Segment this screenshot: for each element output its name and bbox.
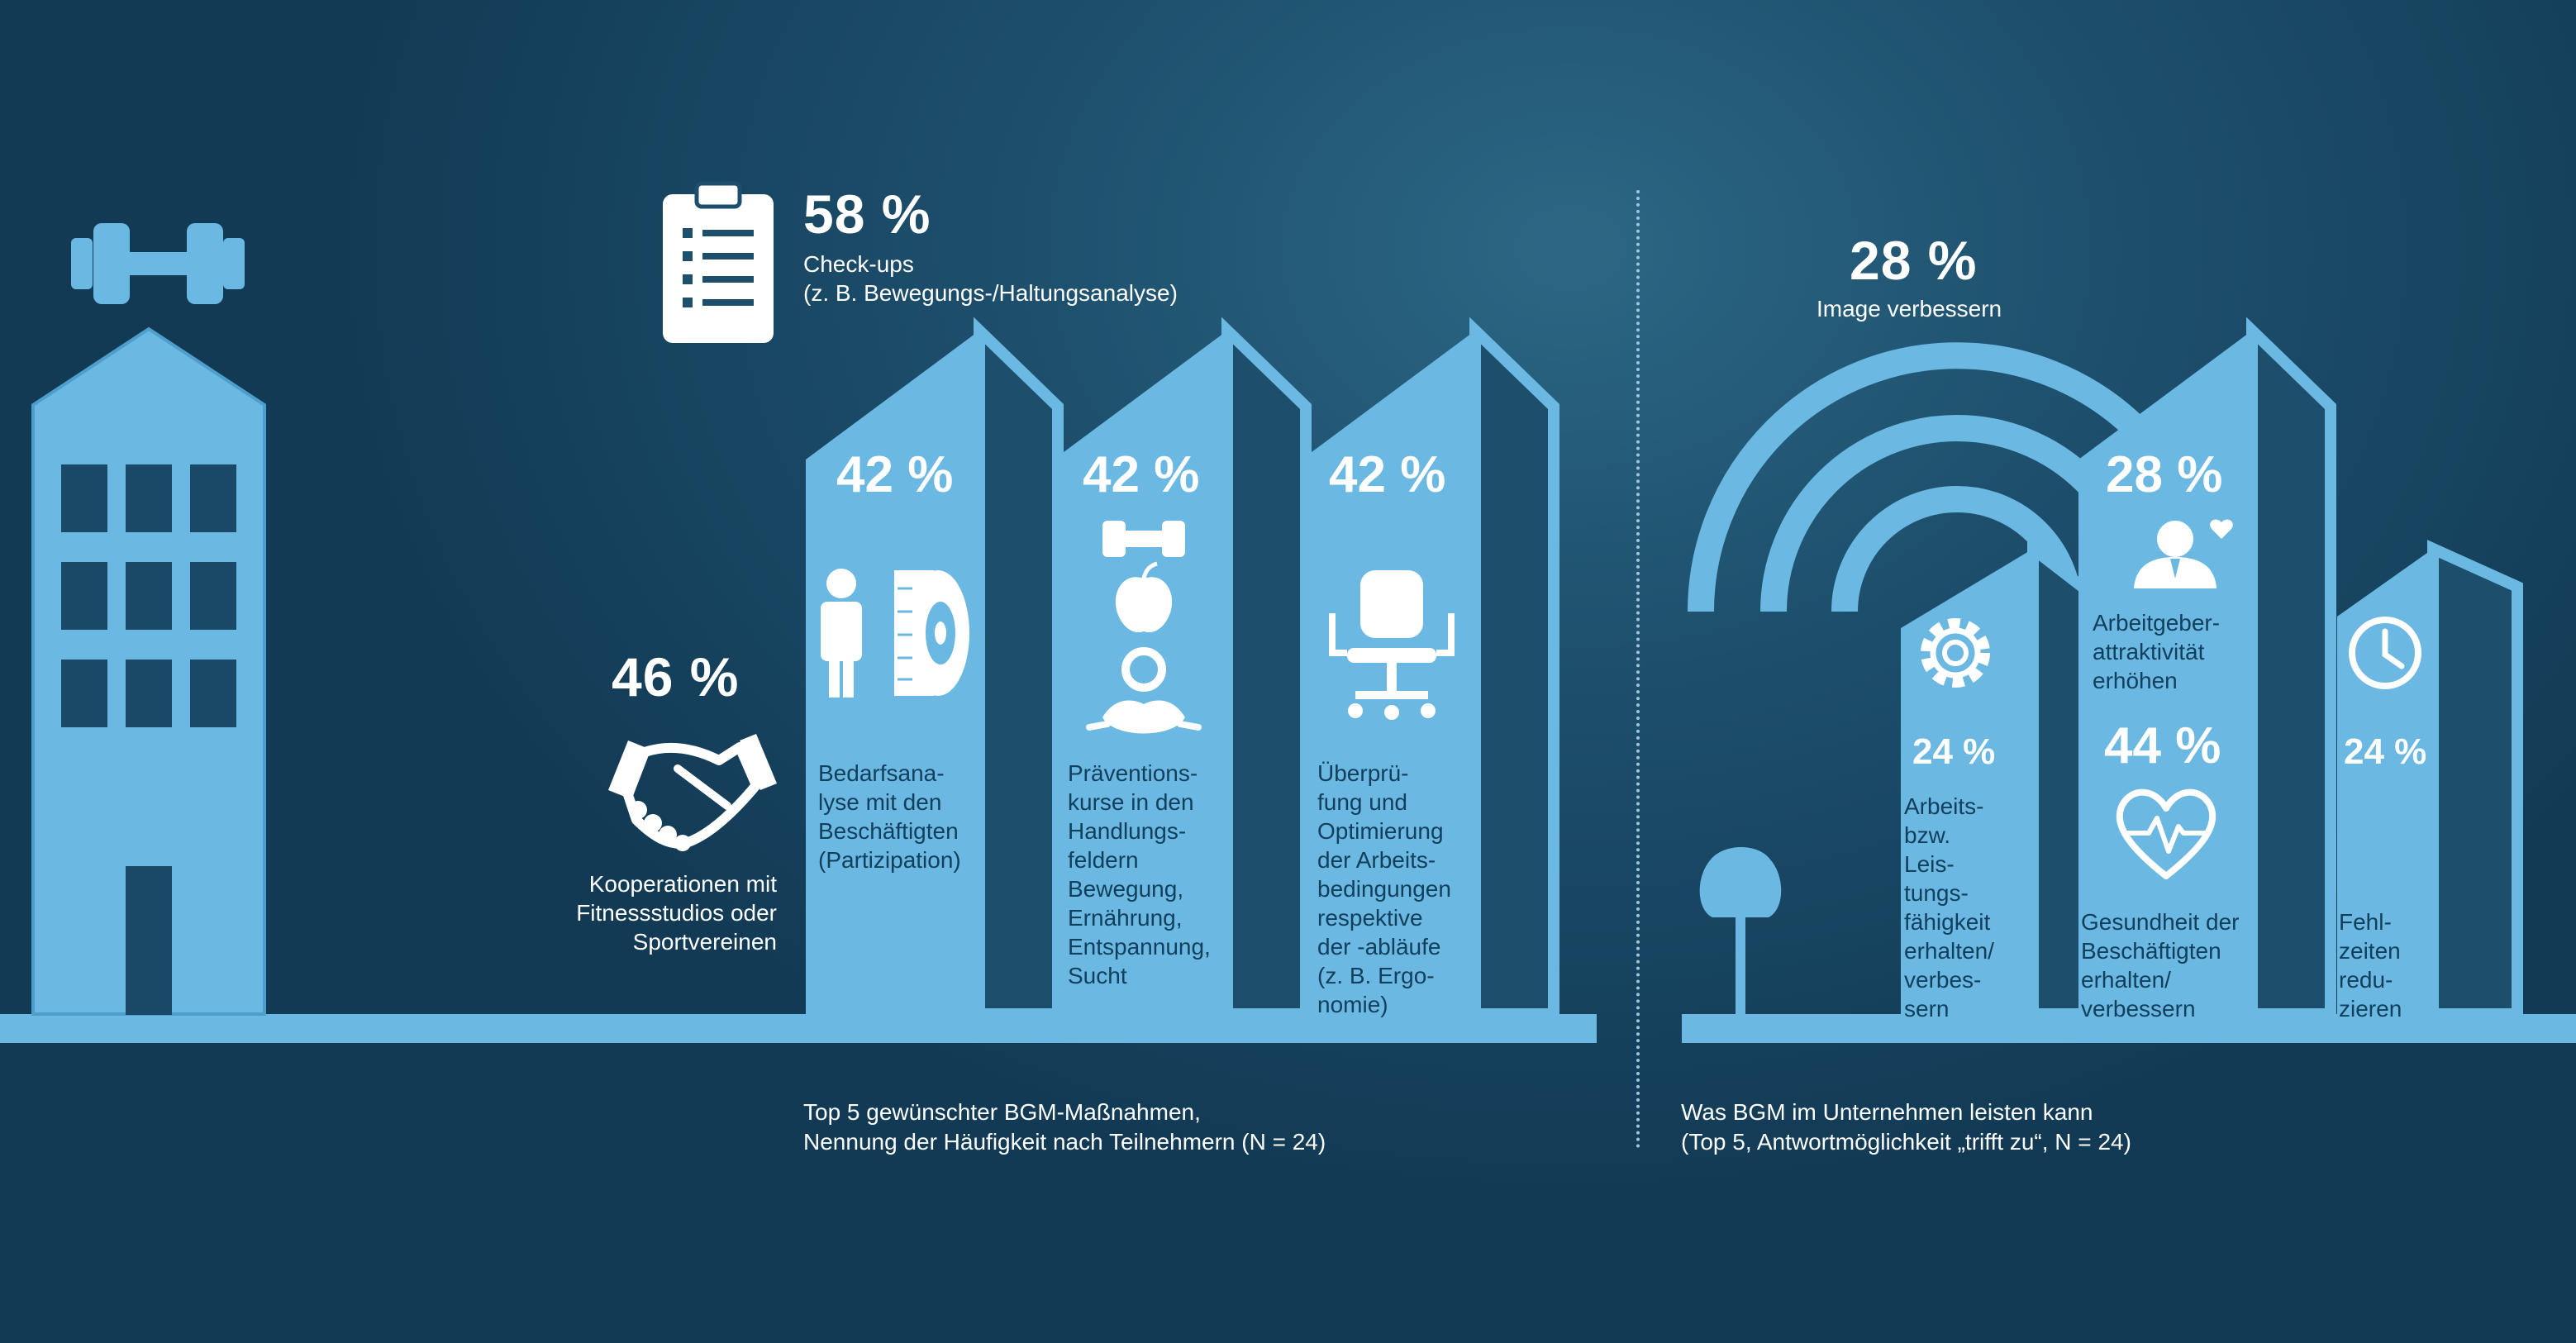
- tree-icon: [1699, 847, 1782, 1015]
- checkups-label-detail: (z. B. Bewegungs-/Haltungsanalyse): [803, 280, 1178, 306]
- right-caption: Was BGM im Unternehmen leisten kann (Top…: [1681, 1098, 2131, 1157]
- attractiveness-label-line: attraktivität: [2093, 639, 2205, 664]
- checkups-value: 58 %: [803, 183, 931, 245]
- apple-icon: [1115, 561, 1173, 633]
- cooperation-label: Kooperationen mit Fitnessstudios oder Sp…: [529, 869, 777, 956]
- ground-right: [1682, 1014, 2576, 1043]
- image-label: Image verbessern: [1817, 296, 2002, 321]
- attractiveness-label: Arbeitgeber- attraktivität erhöhen: [2093, 608, 2220, 695]
- prevention-label-line: feldern: [1068, 847, 1139, 873]
- cooperation-label-line: Sportvereinen: [632, 929, 777, 955]
- cooperation-label-line: Fitnessstudios oder: [576, 900, 777, 926]
- absence-label-line: zeiten: [2339, 938, 2401, 964]
- absence-label-line: zieren: [2339, 996, 2402, 1022]
- health-label-line: verbessern: [2081, 996, 2196, 1022]
- needs-label-line: (Partizipation): [818, 847, 961, 873]
- office-chair-icon: [1329, 570, 1455, 720]
- section-divider: [1636, 190, 1640, 1149]
- needs-label-line: Beschäftigten: [818, 818, 959, 844]
- building-attractiveness: [2078, 317, 2336, 1020]
- prevention-label-line: Ernährung,: [1068, 905, 1183, 931]
- heart-pulse-icon: [2116, 788, 2217, 879]
- right-caption-line: (Top 5, Antwortmöglichkeit „trifft zu“, …: [1681, 1129, 2131, 1155]
- performance-label-line: tungs-: [1904, 880, 1969, 906]
- left-caption-line: Top 5 gewünschter BGM-Maßnahmen,: [803, 1099, 1201, 1125]
- building-absence: [2337, 540, 2523, 1020]
- ergonomics-label-line: fung und: [1317, 789, 1407, 815]
- health-label-line: erhalten/: [2081, 967, 2171, 993]
- health-label-line: Gesundheit der: [2081, 909, 2240, 935]
- building-needs: [806, 317, 1064, 1020]
- ergonomics-label-line: bedingungen: [1317, 876, 1451, 902]
- needs-label: Bedarfsana- lyse mit den Beschäftigten (…: [818, 759, 961, 874]
- ergonomics-label-line: der Arbeits-: [1317, 847, 1436, 873]
- prevention-label-line: Bewegung,: [1068, 876, 1184, 902]
- ground-left: [0, 1014, 1597, 1043]
- prevention-label-line: Handlungs-: [1068, 818, 1187, 844]
- performance-label-line: bzw.: [1904, 822, 1951, 848]
- needs-label-line: lyse mit den: [818, 789, 942, 815]
- health-label: Gesundheit der Beschäftigten erhalten/ v…: [2081, 907, 2239, 1023]
- attractiveness-value: 28 %: [2106, 446, 2223, 503]
- health-label-line: Beschäftigten: [2081, 938, 2221, 964]
- building-prevention: [1054, 317, 1312, 1020]
- prevention-label-line: kurse in den: [1068, 789, 1194, 815]
- performance-label-line: fähigkeit: [1904, 909, 1991, 935]
- absence-label-line: Fehl-: [2339, 909, 2392, 935]
- absence-label: Fehl- zeiten redu- zieren: [2339, 907, 2402, 1023]
- performance-label: Arbeits- bzw. Leis- tungs- fähigkeit erh…: [1904, 792, 1994, 1023]
- image-value: 28 %: [1850, 230, 1978, 291]
- performance-label-line: sern: [1904, 996, 1950, 1022]
- checkups-label: Check-ups: [803, 251, 914, 277]
- handshake-icon: [608, 734, 777, 851]
- ergonomics-label-line: Überprü-: [1317, 760, 1409, 786]
- clipboard-icon: [663, 181, 774, 343]
- attractiveness-label-line: Arbeitgeber-: [2093, 610, 2221, 636]
- dumbbell-icon: [71, 223, 245, 304]
- ergonomics-label-line: Optimierung: [1317, 818, 1444, 844]
- gear-icon: [1921, 618, 1990, 688]
- dumbbell-icon: [1102, 521, 1185, 557]
- employee-heart-icon: [2134, 519, 2233, 588]
- person-icon: [821, 569, 862, 698]
- prevention-label-line: Entspannung,: [1068, 934, 1211, 960]
- prevention-label: Präventions- kurse in den Handlungs- fel…: [1068, 759, 1211, 990]
- absence-label-line: redu-: [2339, 967, 2393, 993]
- left-caption-line: Nennung der Häufigkeit nach Teilnehmern …: [803, 1129, 1326, 1155]
- right-caption-line: Was BGM im Unternehmen leisten kann: [1681, 1099, 2093, 1125]
- prevention-label-line: Sucht: [1068, 963, 1127, 988]
- performance-label-line: Leis-: [1904, 851, 1955, 877]
- needs-value: 42 %: [836, 446, 954, 503]
- attractiveness-label-line: erhöhen: [2093, 668, 2178, 693]
- prevention-value: 42 %: [1083, 446, 1200, 503]
- ergonomics-label-line: der -abläufe: [1317, 934, 1441, 960]
- ergonomics-label-line: nomie): [1317, 992, 1388, 1017]
- needs-label-line: Bedarfsana-: [818, 760, 945, 786]
- ergonomics-value: 42 %: [1329, 446, 1446, 503]
- measuring-tape-icon: [894, 570, 969, 696]
- office-building: [31, 326, 266, 1016]
- clock-icon: [2349, 617, 2421, 689]
- absence-value: 24 %: [2344, 731, 2427, 772]
- performance-label-line: verbes-: [1904, 967, 1982, 993]
- ergonomics-label-line: (z. B. Ergo-: [1317, 963, 1435, 988]
- prevention-label-line: Präventions-: [1068, 760, 1198, 786]
- performance-label-line: Arbeits-: [1904, 793, 1984, 819]
- performance-label-line: erhalten/: [1904, 938, 1994, 964]
- performance-value: 24 %: [1912, 731, 1996, 772]
- left-caption: Top 5 gewünschter BGM-Maßnahmen, Nennung…: [803, 1098, 1326, 1157]
- ergonomics-label: Überprü- fung und Optimierung der Arbeit…: [1317, 759, 1451, 1019]
- cooperation-label-line: Kooperationen mit: [588, 871, 777, 897]
- health-value: 44 %: [2104, 717, 2221, 774]
- meditation-icon: [1086, 647, 1202, 734]
- ergonomics-label-line: respektive: [1317, 905, 1423, 931]
- cooperation-value: 46 %: [612, 646, 740, 707]
